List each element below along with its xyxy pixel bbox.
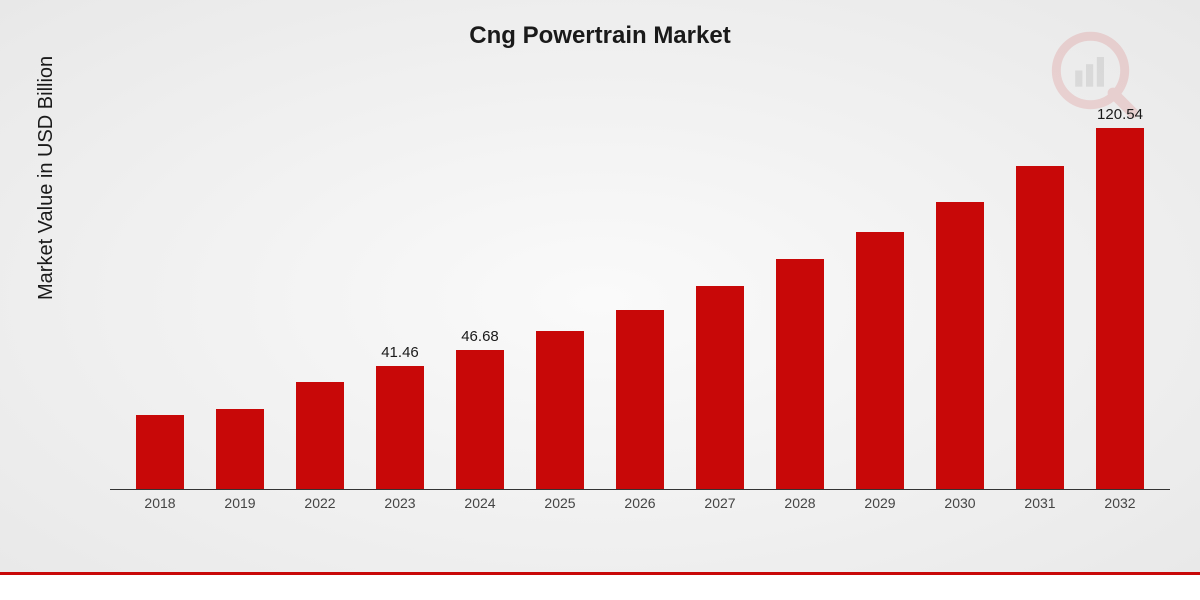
x-axis-tick-label: 2023 <box>365 495 435 520</box>
bar-group <box>605 305 675 490</box>
bar <box>1096 128 1144 490</box>
bar-group <box>205 404 275 490</box>
bar <box>376 366 424 490</box>
bar <box>136 415 184 490</box>
x-labels-container: 2018 2019 2022 2023 2024 2025 2026 2027 2028 2029… <box>110 495 1170 520</box>
x-axis-tick-label: 2026 <box>605 495 675 520</box>
x-axis-tick-label: 2031 <box>1005 495 1075 520</box>
bar-group: 46.68 <box>445 328 515 490</box>
y-axis-label: Market Value in USD Billion <box>35 56 58 300</box>
bar-group <box>685 281 755 490</box>
bar <box>776 259 824 490</box>
x-axis-tick-label: 2028 <box>765 495 835 520</box>
bar-group <box>285 377 355 490</box>
bar <box>936 202 984 490</box>
bar <box>536 331 584 490</box>
bar-group <box>1005 161 1075 490</box>
bar <box>856 232 904 490</box>
bar-group <box>845 227 915 490</box>
bar-value-label: 46.68 <box>461 328 499 345</box>
x-axis-tick-label: 2030 <box>925 495 995 520</box>
x-axis-tick-label: 2018 <box>125 495 195 520</box>
x-axis-tick-label: 2025 <box>525 495 595 520</box>
bar-group <box>525 326 595 490</box>
bar <box>296 382 344 490</box>
x-axis-tick-label: 2022 <box>285 495 355 520</box>
x-axis-tick-label: 2024 <box>445 495 515 520</box>
bar <box>216 409 264 490</box>
bar-group: 120.54 <box>1085 106 1155 490</box>
bars-container: 41.46 46.68 120.54 <box>110 100 1170 490</box>
bar-group <box>765 254 835 490</box>
x-axis-tick-label: 2019 <box>205 495 275 520</box>
bar-value-label: 41.46 <box>381 344 419 361</box>
bar-group <box>125 410 195 490</box>
bar <box>696 286 744 490</box>
x-axis-line <box>110 489 1170 490</box>
bar-group <box>925 197 995 490</box>
chart-plot-area: 41.46 46.68 120.54 2018 2019 2022 2023 2024 202… <box>110 100 1170 520</box>
bar <box>456 350 504 490</box>
bar-value-label: 120.54 <box>1097 106 1143 123</box>
bar <box>1016 166 1064 490</box>
chart-title: Cng Powertrain Market <box>0 0 1200 50</box>
bar-group: 41.46 <box>365 344 435 490</box>
x-axis-tick-label: 2032 <box>1085 495 1155 520</box>
footer-accent-bar <box>0 572 1200 600</box>
x-axis-tick-label: 2029 <box>845 495 915 520</box>
bar <box>616 310 664 490</box>
x-axis-tick-label: 2027 <box>685 495 755 520</box>
